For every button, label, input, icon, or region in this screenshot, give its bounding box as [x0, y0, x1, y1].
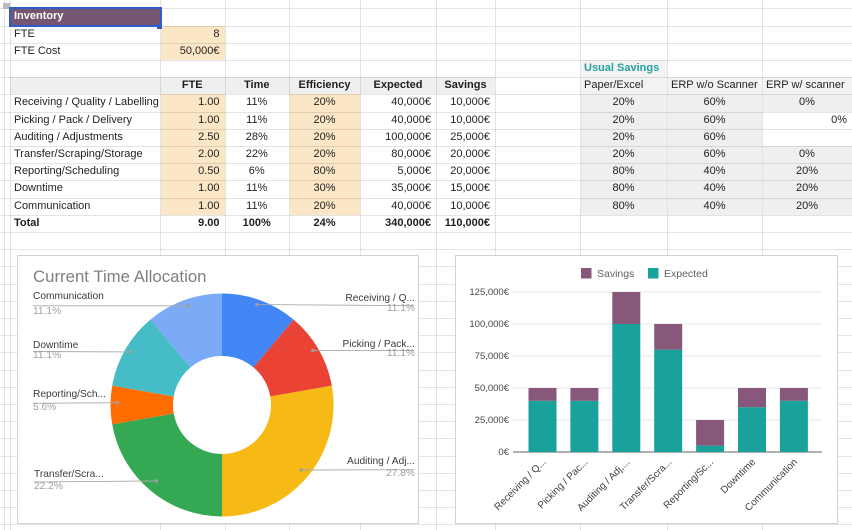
svg-text:Savings: Savings	[597, 268, 634, 280]
svg-text:75,000€: 75,000€	[475, 351, 510, 362]
svg-text:0€: 0€	[498, 447, 509, 458]
svg-text:Downtime: Downtime	[719, 457, 759, 497]
svg-text:25,000€: 25,000€	[475, 415, 510, 426]
svg-text:125,000€: 125,000€	[469, 287, 509, 298]
svg-text:Expected: Expected	[664, 268, 708, 280]
svg-text:100,000€: 100,000€	[469, 319, 509, 330]
svg-text:50,000€: 50,000€	[475, 383, 510, 394]
